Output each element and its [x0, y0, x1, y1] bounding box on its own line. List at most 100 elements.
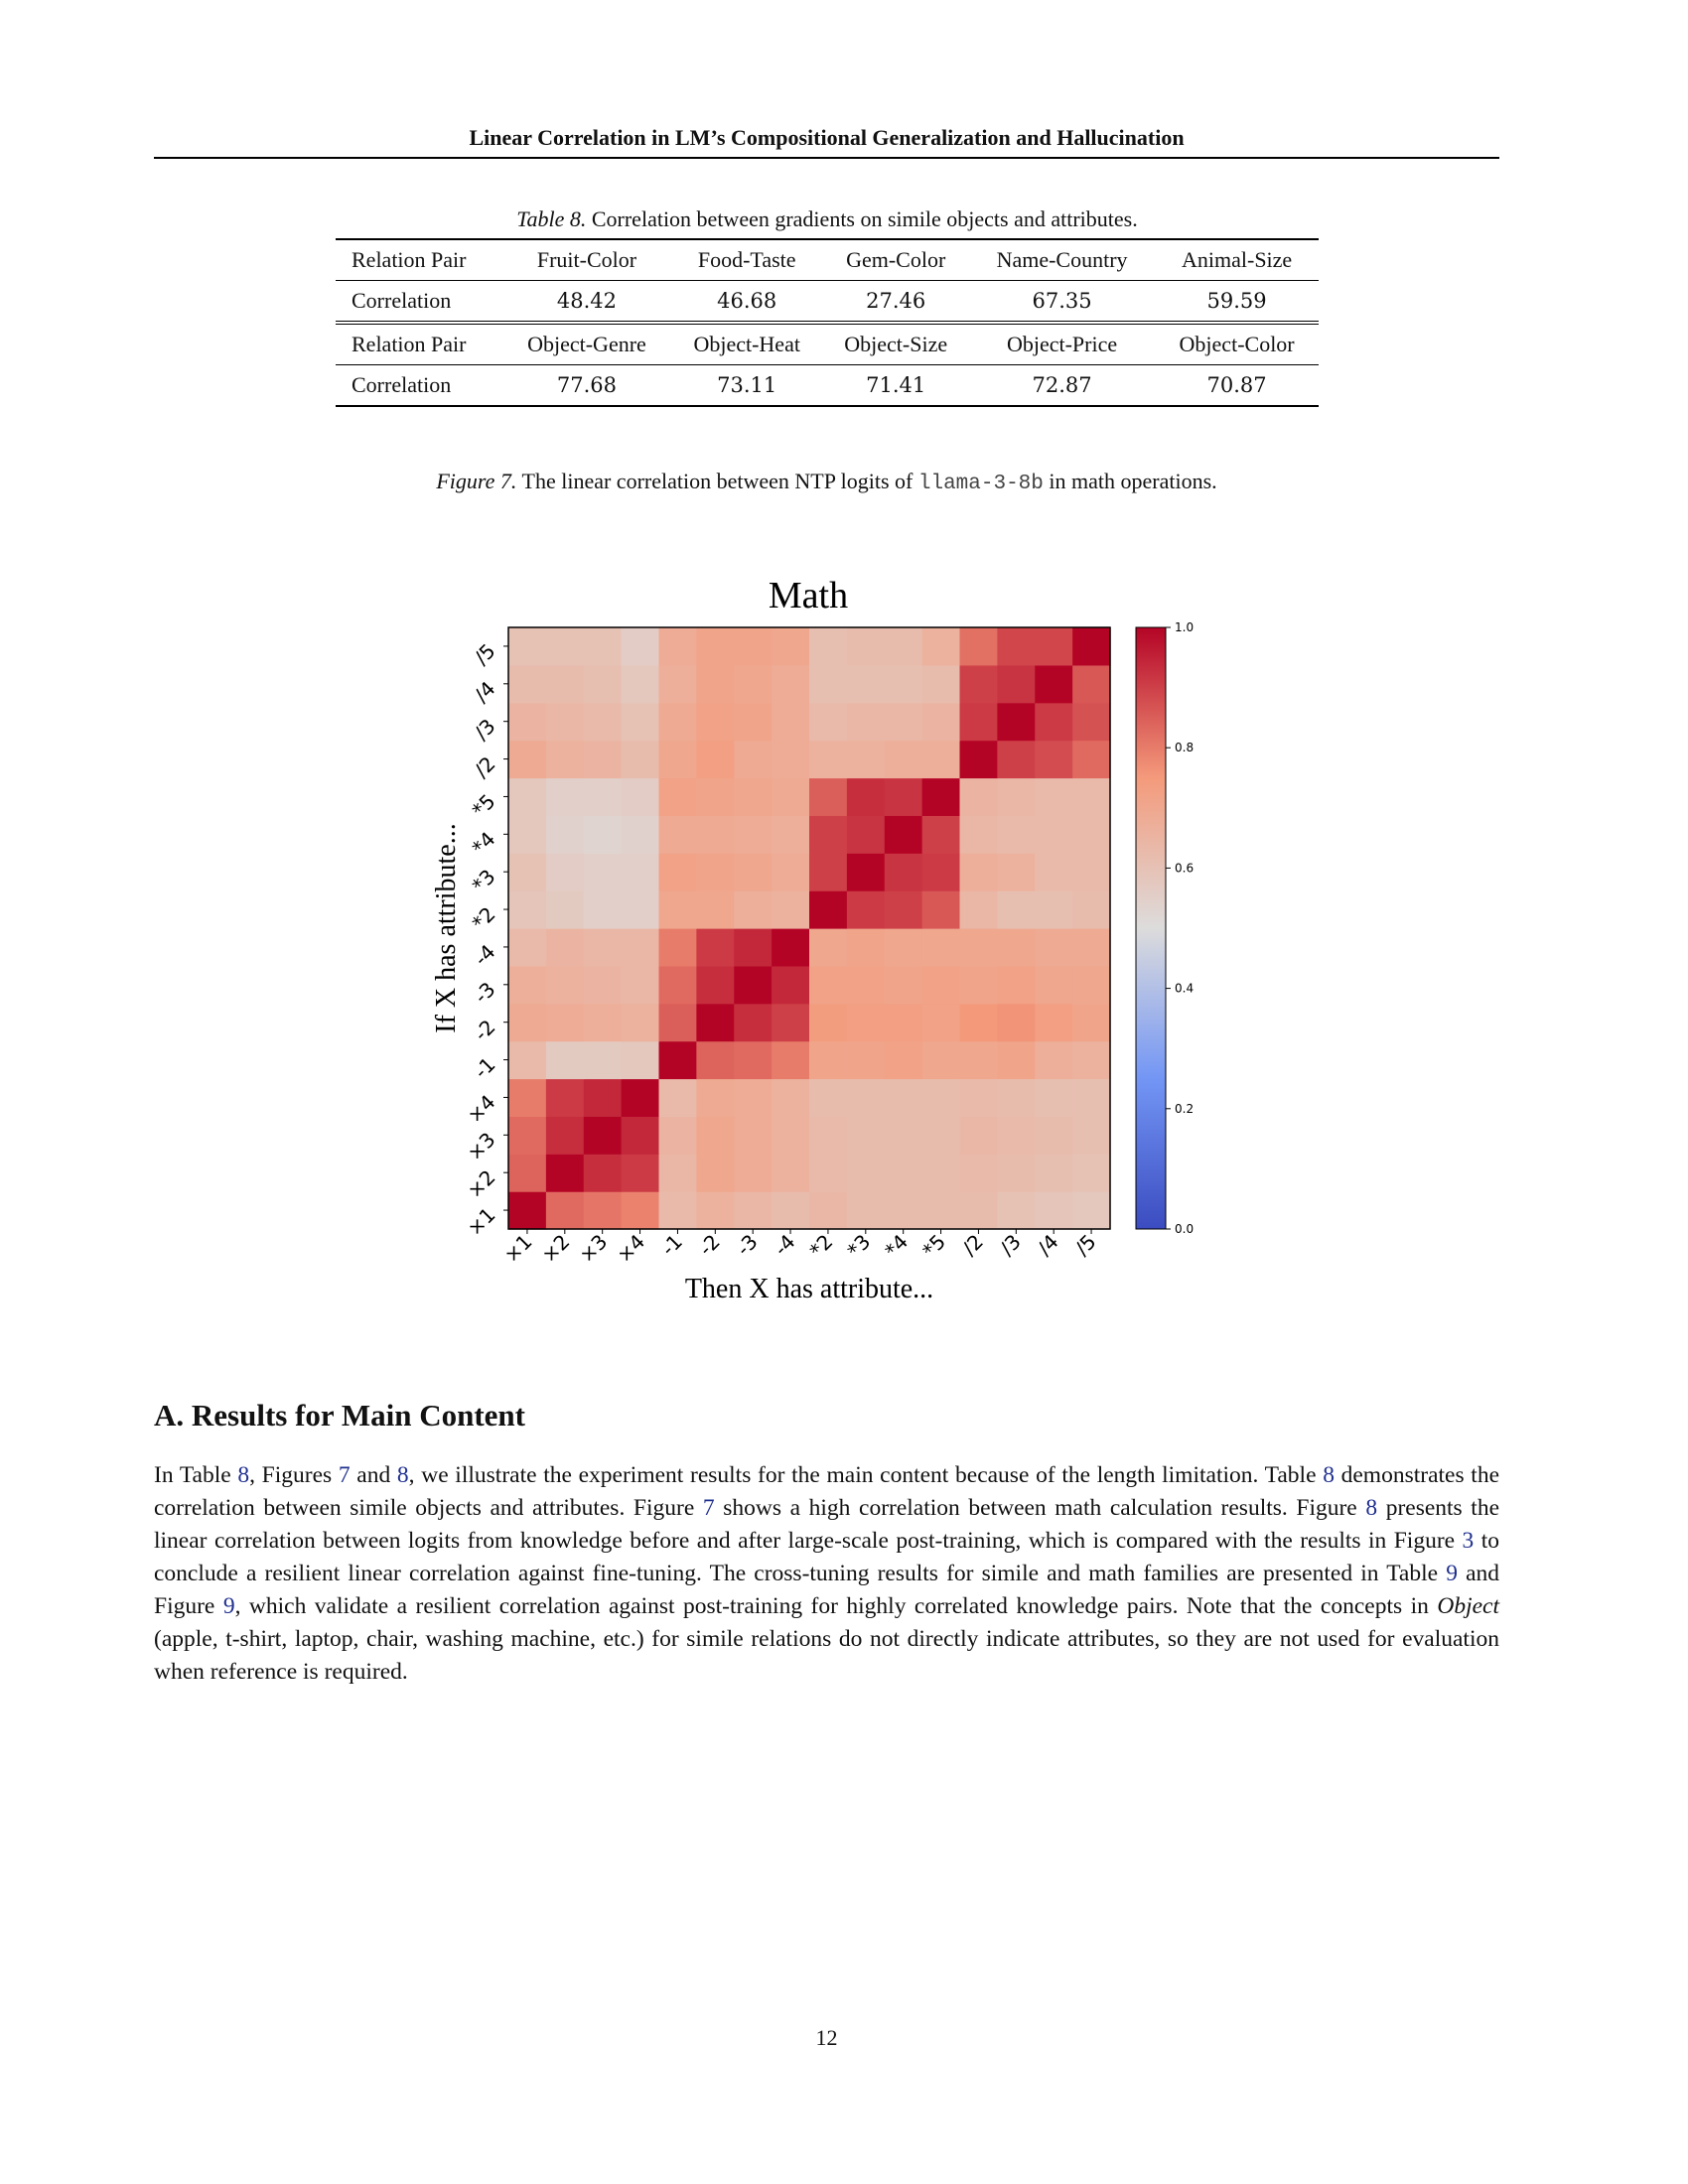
cross-reference-link[interactable]: 3	[1462, 1528, 1475, 1554]
table-cell: 70.87	[1155, 364, 1319, 407]
heatmap-cell	[583, 702, 623, 742]
table-header-cell: Gem-Color	[822, 238, 969, 281]
heatmap-cell	[621, 664, 660, 704]
heatmap-cell	[658, 1116, 697, 1155]
heatmap-cell	[1035, 664, 1073, 704]
colorbar-ticks: 0.0 0.2 0.4 0.6 0.8 1.0	[1166, 620, 1194, 1236]
heatmap-cell	[809, 1040, 848, 1080]
heatmap-cell	[583, 1191, 623, 1230]
heatmap-cell	[1072, 1154, 1111, 1192]
heatmap-cell	[658, 664, 697, 704]
heatmap-cell	[508, 1003, 547, 1042]
heatmap-cell	[884, 1154, 923, 1192]
cross-reference-link[interactable]: 7	[338, 1462, 351, 1488]
table-header-cell: Object-Color	[1155, 321, 1319, 365]
table-header-cell: Relation Pair	[336, 238, 502, 281]
y-tick-label: *4	[467, 827, 499, 860]
cross-reference-link[interactable]: 8	[396, 1462, 409, 1488]
heatmap-cell	[696, 1116, 735, 1155]
y-tick-label: *2	[467, 902, 499, 935]
heatmap-cell	[696, 1078, 735, 1117]
cross-reference-link[interactable]: 8	[1323, 1462, 1335, 1488]
heatmap-cell	[809, 1078, 848, 1117]
heatmap-cell	[921, 815, 961, 854]
x-tick-label: -4	[770, 1230, 800, 1261]
heatmap-cell	[545, 1154, 585, 1192]
heatmap-cell	[1035, 1003, 1073, 1042]
chart-title: Math	[769, 575, 848, 616]
heatmap-cell	[508, 965, 547, 1005]
heatmap-cell	[734, 702, 773, 742]
heatmap-cell	[734, 1116, 773, 1155]
heatmap-cell	[772, 740, 810, 779]
cross-reference-link[interactable]: 8	[237, 1462, 250, 1488]
heatmap-cell	[846, 965, 886, 1005]
x-tick-label: ×3	[574, 1230, 612, 1268]
heatmap-cell	[621, 1191, 660, 1230]
heatmap-cell	[621, 815, 660, 854]
heatmap-cell	[884, 1003, 923, 1042]
table-row-label: Correlation	[336, 364, 502, 407]
heatmap-cell	[884, 853, 923, 891]
heatmap-cell	[921, 928, 961, 967]
heatmap-cell	[696, 664, 735, 704]
heatmap-cell	[734, 1154, 773, 1192]
heatmap-cell	[658, 740, 697, 779]
table-cell: 71.41	[822, 364, 969, 407]
heatmap-cell	[846, 853, 886, 891]
heatmap-cell	[1035, 1078, 1073, 1117]
heatmap-cell	[1035, 853, 1073, 891]
heatmap-cell	[1072, 1040, 1111, 1080]
heatmap-cell	[734, 965, 773, 1005]
table-header-cell: Object-Heat	[670, 321, 823, 365]
heatmap-cell	[997, 1003, 1036, 1042]
heatmap-cell	[997, 1191, 1036, 1230]
heatmap-cell	[921, 890, 961, 929]
heatmap-cell	[1035, 890, 1073, 929]
heatmap-cell	[658, 890, 697, 929]
cross-reference-link[interactable]: 9	[222, 1593, 235, 1619]
heatmap-cell	[734, 815, 773, 854]
heatmap-cell	[959, 853, 998, 891]
x-tick-label: *3	[842, 1230, 875, 1263]
table-value-row-2: Correlation 77.68 73.11 71.41 72.87 70.8…	[336, 364, 1319, 407]
heatmap-cell	[772, 1003, 810, 1042]
heatmap-cell	[959, 1191, 998, 1230]
colorbar-tick-label: 0.4	[1175, 982, 1194, 996]
heatmap-cell	[734, 740, 773, 779]
colorbar-tick-label: 0.6	[1175, 861, 1194, 875]
heatmap-cell	[545, 1078, 585, 1117]
heatmap-cell	[734, 853, 773, 891]
cross-reference-link[interactable]: 8	[1365, 1495, 1378, 1521]
x-tick-labels: ×1 ×2 ×3 ×4 -1 -2 -3 -4 *2 *3 *4 *5/2/3/4/5	[499, 1229, 1101, 1267]
table-cell: 77.68	[502, 364, 671, 407]
heatmap-cell	[809, 1154, 848, 1192]
heatmap-cell	[997, 627, 1036, 666]
cross-reference-link[interactable]: 7	[702, 1495, 715, 1521]
heatmap-cell	[508, 1040, 547, 1080]
heatmap-cell	[545, 1191, 585, 1230]
heatmap-cell	[545, 1003, 585, 1042]
heatmap-cell	[545, 664, 585, 704]
heatmap-cell	[1072, 740, 1111, 779]
heatmap-cell	[658, 1040, 697, 1080]
heatmap-cell	[846, 664, 886, 704]
heatmap-cell	[508, 1116, 547, 1155]
heatmap-cell	[734, 1191, 773, 1230]
heatmap-cell	[621, 890, 660, 929]
heatmap-cell	[884, 1116, 923, 1155]
cross-reference-link[interactable]: 9	[1446, 1561, 1458, 1586]
heatmap-cell	[696, 1003, 735, 1042]
table-caption-text: Correlation between gradients on simile …	[591, 206, 1138, 231]
heatmap-cell	[734, 1003, 773, 1042]
heatmap-cell	[583, 1003, 623, 1042]
y-tick-label: -3	[469, 977, 499, 1008]
y-tick-label: ×3	[463, 1128, 500, 1165]
heatmap-cell	[658, 777, 697, 816]
heatmap-cell	[959, 740, 998, 779]
heatmap-cell	[508, 1154, 547, 1192]
heatmap-cell	[696, 777, 735, 816]
table-cell: 67.35	[968, 280, 1156, 323]
heatmap-cell	[959, 777, 998, 816]
x-tick-label: *4	[880, 1230, 913, 1263]
